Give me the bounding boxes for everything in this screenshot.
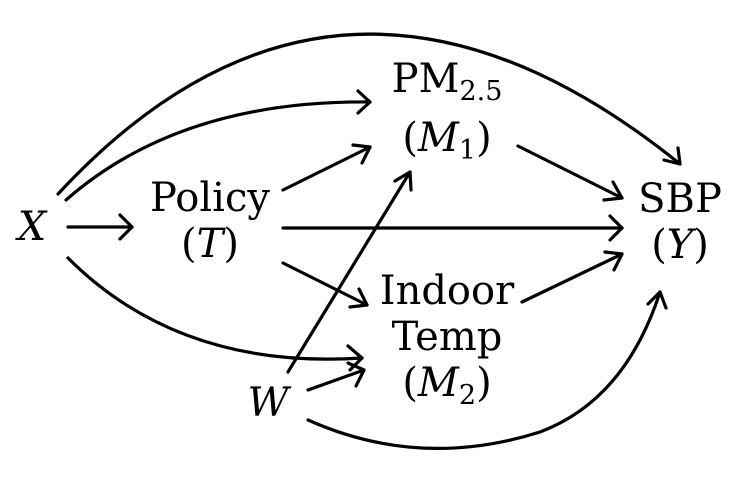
arrowhead-policy-to-sbp [608,214,624,242]
node-w-label: W [247,380,289,426]
edge-w-to-sbp [306,290,662,451]
edge-pm25-to-sbp [516,144,624,200]
node-indoor-temp-symbol: (M2) [402,360,492,411]
node-policy-symbol: (T) [181,221,239,267]
node-policy-name: Policy [150,175,270,221]
arrowhead-policy-to-indoor-temp [348,287,369,309]
node-pm25-name: PM2.5 [372,56,522,115]
arrowhead-pm25-to-sbp [602,180,624,202]
edge-policy-to-pm25 [281,145,372,192]
node-pm25-base: PM [391,56,460,102]
arrowhead-policy-to-pm25 [351,143,372,165]
node-pm25-symbol-letter: M [417,115,459,161]
node-sbp: SBP (Y) [628,176,732,268]
node-sbp-symbol-letter: Y [666,222,694,268]
edge-indoor-temp-to-sbp [520,252,624,304]
node-pm25-sub: 2.5 [459,76,503,107]
node-pm25-symbol: (M1) [402,115,492,166]
arrowhead-indoor-temp-to-sbp [603,250,624,272]
node-indoor-temp-symbol-sub: 2 [458,380,477,411]
edge-w-to-pm25 [286,170,412,374]
node-indoor-temp-line2: Temp [391,314,503,360]
edge-x-to-pm25 [64,100,372,202]
node-x-label: X [17,204,47,250]
node-sbp-symbol: (Y) [651,222,709,268]
edge-policy-to-indoor-temp [281,261,369,307]
arrowhead-w-to-sbp [646,290,668,310]
edge-x-to-indoor-temp [66,256,364,361]
edge-w-to-indoor-temp [306,368,366,392]
edge-x-to-sbp [56,32,682,196]
node-policy-symbol-letter: T [196,221,224,267]
arrowhead-w-to-indoor-temp [346,361,366,388]
node-pm25: PM2.5 (M1) [372,56,522,174]
node-pm25-symbol-sub: 1 [458,135,477,166]
arrowhead-x-to-pm25 [356,89,372,115]
node-policy: Policy (T) [140,175,280,267]
node-indoor-temp-line1: Indoor [379,268,515,314]
node-w: W [236,380,300,426]
node-x: X [8,204,56,250]
arrowhead-x-to-policy [118,213,134,241]
node-indoor-temp: Indoor Temp (M2) [372,268,522,419]
arrowhead-x-to-sbp [662,146,682,166]
node-indoor-temp-symbol-letter: M [417,360,459,406]
arrowhead-w-to-pm25 [393,170,413,192]
node-sbp-name: SBP [638,176,722,222]
